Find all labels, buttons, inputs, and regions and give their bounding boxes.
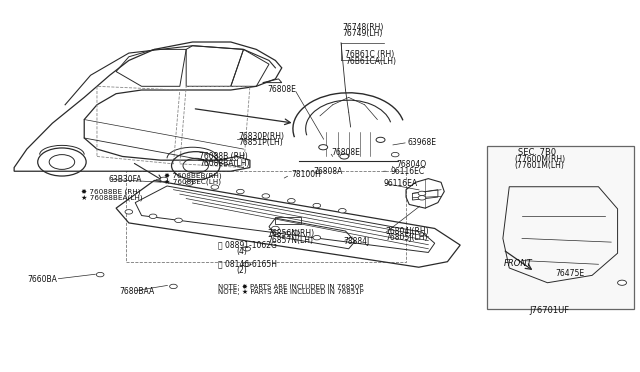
Text: 78884J: 78884J bbox=[344, 237, 370, 246]
Text: 96116EC: 96116EC bbox=[390, 167, 424, 176]
Text: 7660BA: 7660BA bbox=[27, 275, 57, 283]
Circle shape bbox=[292, 231, 300, 235]
Circle shape bbox=[262, 194, 269, 198]
Circle shape bbox=[97, 272, 104, 277]
Text: 76088BA(LH): 76088BA(LH) bbox=[199, 158, 250, 168]
Text: 76749(LH): 76749(LH) bbox=[342, 29, 383, 38]
Text: J76701UF: J76701UF bbox=[529, 306, 569, 315]
Text: FRONT: FRONT bbox=[504, 259, 532, 268]
Circle shape bbox=[149, 214, 157, 218]
Circle shape bbox=[313, 235, 321, 240]
Circle shape bbox=[125, 210, 132, 214]
Text: 76857N(LH): 76857N(LH) bbox=[268, 236, 314, 245]
Text: 76B61CA(LH): 76B61CA(LH) bbox=[346, 57, 397, 66]
Circle shape bbox=[243, 262, 250, 266]
Text: 76851P(LH): 76851P(LH) bbox=[239, 138, 283, 147]
Text: NOTE; ✸ PARTS ARE INCLUDED IN 76850P: NOTE; ✸ PARTS ARE INCLUDED IN 76850P bbox=[218, 283, 364, 289]
Bar bbox=[125, 171, 406, 262]
Text: 76805J(LH): 76805J(LH) bbox=[385, 233, 428, 242]
Text: 76804J(RH): 76804J(RH) bbox=[385, 227, 429, 235]
Text: 76088B (RH): 76088B (RH) bbox=[199, 152, 248, 161]
Text: (4): (4) bbox=[236, 247, 247, 256]
Text: 7680BAA: 7680BAA bbox=[119, 287, 154, 296]
Circle shape bbox=[339, 209, 346, 213]
Text: 76830P(RH): 76830P(RH) bbox=[239, 132, 284, 141]
Circle shape bbox=[319, 145, 328, 150]
Text: 76B61C (RH): 76B61C (RH) bbox=[346, 51, 395, 60]
Text: 78100H: 78100H bbox=[291, 170, 321, 179]
Text: 76804Q: 76804Q bbox=[396, 160, 427, 169]
Bar bbox=[487, 146, 634, 309]
Text: 76748(RH): 76748(RH) bbox=[342, 23, 383, 32]
Text: ★ 7608BEC(LH): ★ 7608BEC(LH) bbox=[164, 178, 221, 185]
Text: SEC. 7B0: SEC. 7B0 bbox=[518, 148, 556, 157]
Text: Ⓝ 08146-6165H: Ⓝ 08146-6165H bbox=[218, 260, 277, 269]
Text: 76808E: 76808E bbox=[331, 148, 360, 157]
Circle shape bbox=[313, 203, 321, 208]
Circle shape bbox=[211, 185, 219, 189]
Circle shape bbox=[237, 189, 244, 194]
Circle shape bbox=[160, 177, 168, 182]
Text: 63B30FA: 63B30FA bbox=[108, 175, 142, 184]
Text: Ⓝ 08891-1062G: Ⓝ 08891-1062G bbox=[218, 241, 277, 250]
Text: 76808E: 76808E bbox=[267, 85, 296, 94]
Text: ✸ 7608BEB(RH): ✸ 7608BEB(RH) bbox=[164, 172, 221, 179]
Circle shape bbox=[170, 284, 177, 289]
Circle shape bbox=[376, 137, 385, 142]
Text: ★ 76088BEA(LH): ★ 76088BEA(LH) bbox=[81, 194, 143, 201]
Text: (77600M(RH): (77600M(RH) bbox=[515, 154, 566, 164]
Circle shape bbox=[392, 153, 399, 157]
Circle shape bbox=[186, 181, 193, 185]
Text: 76856N(RH): 76856N(RH) bbox=[268, 230, 315, 238]
Text: (2): (2) bbox=[236, 266, 246, 275]
Text: 76475E: 76475E bbox=[556, 269, 585, 278]
Text: NOTE; ★ PARTS ARE INCLUDED IN 76851P: NOTE; ★ PARTS ARE INCLUDED IN 76851P bbox=[218, 289, 364, 295]
Circle shape bbox=[418, 196, 426, 200]
Circle shape bbox=[418, 191, 426, 196]
Circle shape bbox=[618, 280, 627, 285]
Text: 63968E: 63968E bbox=[408, 138, 437, 147]
Text: ✸ 76088BE (RH): ✸ 76088BE (RH) bbox=[81, 188, 141, 195]
Circle shape bbox=[271, 226, 279, 231]
Circle shape bbox=[287, 199, 295, 203]
Text: 96116EA: 96116EA bbox=[384, 179, 418, 187]
Circle shape bbox=[340, 154, 349, 159]
Circle shape bbox=[175, 218, 182, 222]
Text: 76808A: 76808A bbox=[314, 167, 343, 176]
Circle shape bbox=[243, 247, 250, 251]
Text: (77601M(LH): (77601M(LH) bbox=[515, 161, 564, 170]
